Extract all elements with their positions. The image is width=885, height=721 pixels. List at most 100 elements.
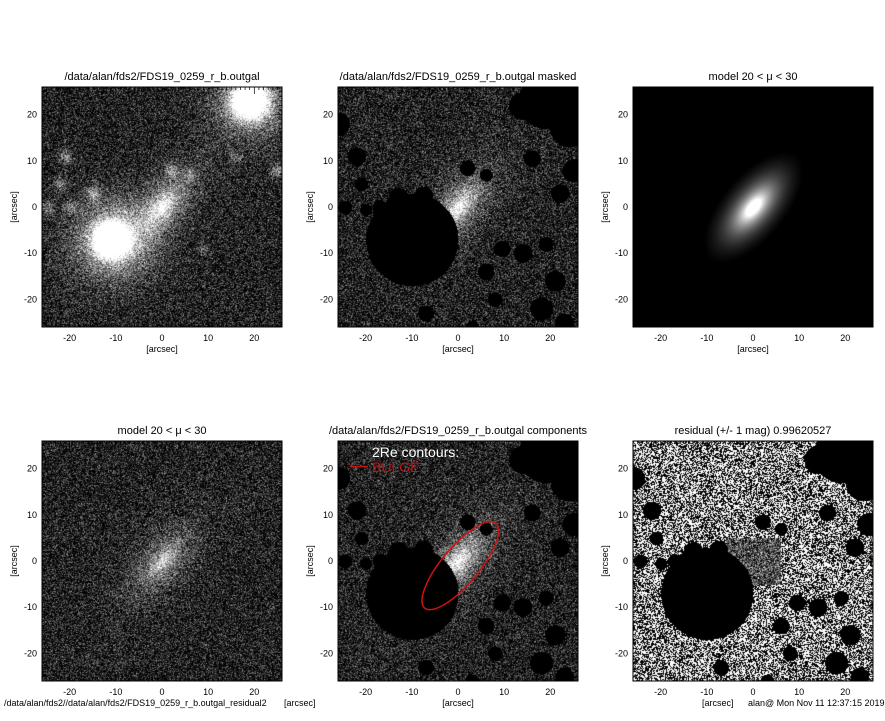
image-panel-3: model 20 < μ < 30 -20 -10 0 10 20 -20 -10 0 10 20 [… [600, 71, 874, 354]
y-tick-label: 10 [323, 156, 333, 166]
y-axis-label: [arcsec] [305, 545, 315, 577]
panel-axes: -20 -10 0 10 20 -20 -10 0 10 20 [arcsec] [arcsec] [305, 440, 579, 708]
x-tick-label: 0 [159, 333, 164, 343]
y-tick-label: -20 [24, 648, 37, 658]
x-tick-label: 10 [203, 687, 213, 697]
x-axis-label: [arcsec] [737, 344, 769, 354]
image-panel-raster [338, 441, 578, 681]
y-tick-label: 10 [618, 156, 628, 166]
image-panel-6: residual (+/- 1 mag) 0.99620527 -20 -10 0 10… [600, 425, 874, 697]
y-tick-label: -10 [24, 602, 37, 612]
x-tick-label: 10 [794, 333, 804, 343]
y-tick-label: 20 [323, 464, 333, 474]
x-tick-label: -20 [654, 687, 667, 697]
y-tick-label: 20 [27, 110, 37, 120]
y-tick-label: -20 [320, 648, 333, 658]
panel-title: residual (+/- 1 mag) 0.99620527 [674, 425, 832, 437]
x-axis-label: [arcsec] [146, 344, 178, 354]
x-tick-label: 20 [249, 687, 259, 697]
y-tick-label: 0 [328, 202, 333, 212]
y-axis-label: [arcsec] [305, 191, 315, 223]
y-tick-label: 20 [618, 464, 628, 474]
plot-frame [41, 440, 283, 682]
panel-axes: -20 -10 0 10 20 -20 -10 0 10 20 [arcsec] [600, 440, 874, 697]
bulge-contour [421, 520, 500, 611]
y-tick-label: 0 [32, 556, 37, 566]
plot-frame [337, 86, 579, 328]
x-tick-label: 0 [750, 333, 755, 343]
x-tick-label: 10 [794, 687, 804, 697]
y-tick-label: 20 [323, 110, 333, 120]
y-axis-label: [arcsec] [600, 191, 610, 223]
panel-title: /data/alan/fds2/FDS19_0259_r_b.outgal ma… [339, 71, 577, 83]
image-panel-5: /data/alan/fds2/FDS19_0259_r_b.outgal co… [305, 425, 587, 708]
y-tick-label: 0 [623, 556, 628, 566]
image-panel-4: model 20 < μ < 30 -20 -10 0 10 20 -20 -10 0 10 20 [… [9, 425, 283, 697]
image-panel-raster [42, 441, 282, 681]
y-axis-label: [arcsec] [600, 545, 610, 577]
x-tick-label: -20 [63, 687, 76, 697]
panel-axes: -20 -10 0 10 20 -20 -10 0 10 20 [arcsec] [arcsec] [600, 86, 874, 354]
y-tick-label: 10 [27, 156, 37, 166]
legend-line [350, 466, 368, 467]
x-tick-label: 0 [750, 687, 755, 697]
image-panel-raster [338, 87, 578, 327]
panel-title: /data/alan/fds2/FDS19_0259_r_b.outgal [64, 71, 260, 83]
y-tick-label: -20 [24, 294, 37, 304]
plot-frame [337, 440, 579, 682]
y-tick-label: -20 [320, 294, 333, 304]
panel-axes: -20 -10 0 10 20 -20 -10 0 10 20 [arcsec] [9, 440, 283, 697]
y-tick-label: 10 [27, 510, 37, 520]
x-tick-label: 10 [203, 333, 213, 343]
x-tick-label: 10 [499, 687, 509, 697]
y-tick-label: 0 [623, 202, 628, 212]
y-tick-label: -10 [24, 248, 37, 258]
panel-axes: -20 -10 0 10 20 -20 -10 0 10 20 [arcsec] [arcsec] [305, 86, 579, 354]
image-panel-2: /data/alan/fds2/FDS19_0259_r_b.outgal ma… [305, 71, 579, 354]
x-tick-label: -20 [654, 333, 667, 343]
y-axis-label: [arcsec] [9, 545, 19, 577]
plot-frame [632, 440, 874, 682]
y-tick-label: 0 [328, 556, 333, 566]
footer-left-path: /data/alan/fds2//data/alan/fds2/FDS19_02… [4, 698, 267, 708]
x-tick-label: 0 [455, 687, 460, 697]
legend-entry-bulge: BULGE [372, 459, 420, 475]
y-tick-label: 10 [618, 510, 628, 520]
x-axis-label: [arcsec] [442, 698, 474, 708]
y-tick-label: -10 [320, 248, 333, 258]
x-tick-label: 20 [840, 333, 850, 343]
y-tick-label: 20 [27, 464, 37, 474]
x-tick-label: 0 [455, 333, 460, 343]
footer-right-xlabel: [arcsec] [702, 698, 734, 708]
footer-right-timestamp: alan@ Mon Nov 11 12:37:15 2019 [748, 698, 885, 708]
x-axis-label: [arcsec] [442, 344, 474, 354]
x-tick-label: 10 [499, 333, 509, 343]
y-tick-label: -10 [320, 602, 333, 612]
y-tick-label: 20 [618, 110, 628, 120]
footer-left-xlabel: [arcsec] [284, 698, 316, 708]
panel-title: model 20 < μ < 30 [117, 425, 207, 437]
image-panel-raster [633, 87, 873, 327]
y-axis-label: [arcsec] [9, 191, 19, 223]
legend-heading: 2Re contours: [372, 444, 460, 460]
image-panel-raster [633, 441, 873, 681]
x-tick-label: 0 [159, 687, 164, 697]
image-panel-1: /data/alan/fds2/FDS19_0259_r_b.outgal -20… [9, 71, 283, 354]
x-tick-label: -10 [405, 687, 418, 697]
x-tick-label: 20 [840, 687, 850, 697]
x-tick-label: -10 [109, 687, 122, 697]
x-tick-label: -20 [359, 333, 372, 343]
y-tick-label: -10 [615, 248, 628, 258]
y-tick-label: -10 [615, 602, 628, 612]
x-tick-label: -20 [359, 687, 372, 697]
plot-frame [41, 86, 283, 328]
y-tick-label: 10 [323, 510, 333, 520]
x-tick-label: 20 [545, 333, 555, 343]
x-tick-label: 20 [545, 687, 555, 697]
x-tick-label: -10 [700, 687, 713, 697]
x-tick-label: 20 [249, 333, 259, 343]
y-tick-label: 0 [32, 202, 37, 212]
panel-title: model 20 < μ < 30 [708, 71, 798, 83]
y-tick-label: -20 [615, 648, 628, 658]
panel-axes: -20 -10 0 10 20 -20 -10 0 10 20 [arcsec] [arcsec] [9, 86, 283, 354]
